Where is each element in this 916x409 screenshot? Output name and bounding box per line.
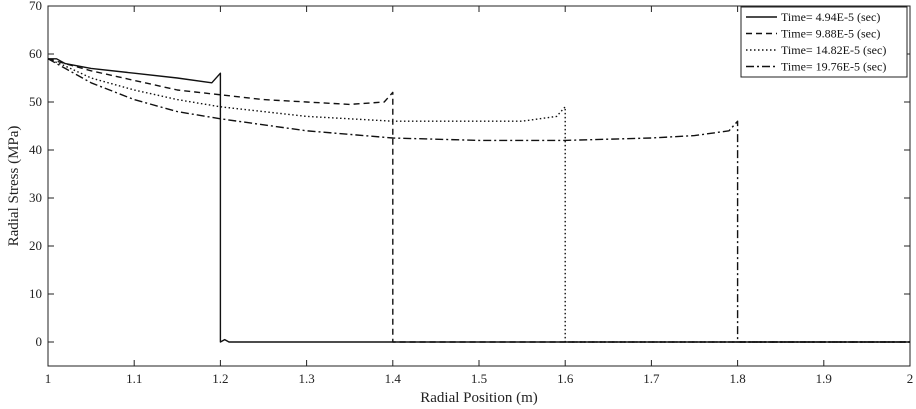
x-axis-title: Radial Position (m) [420,390,538,406]
y-tick-label: 60 [29,46,42,61]
y-axis-title: Radial Stress (MPa) [6,126,22,247]
y-tick-label: 50 [29,94,42,109]
legend-box [740,6,908,78]
legend-label: Time= 4.94E-5 (sec) [781,10,880,24]
x-tick-label: 1.4 [385,371,402,386]
x-tick-label: 1.5 [471,371,487,386]
legend: Time= 4.94E-5 (sec) Time= 9.88E-5 (sec) … [740,6,908,78]
x-tick-label: 2 [907,371,914,386]
y-tick-label: 10 [29,286,42,301]
legend-label: Time= 14.82E-5 (sec) [781,43,886,57]
y-tick-label: 70 [29,0,42,13]
series-line-1 [48,58,910,343]
x-tick-label: 1.1 [126,371,142,386]
x-tick-label: 1.6 [557,371,574,386]
series-line-2 [47,58,910,343]
x-tick-label: 1.2 [212,371,228,386]
y-tick-label: 0 [36,334,43,349]
y-tick-label: 40 [29,142,42,157]
y-tick-label: 30 [29,190,42,205]
x-tick-label: 1.8 [729,371,745,386]
legend-label: Time= 19.76E-5 (sec) [781,60,886,74]
y-axis: 0 10 20 30 40 50 60 70 [29,0,910,349]
series-layer [47,58,910,343]
x-tick-label: 1 [45,371,52,386]
x-tick-label: 1.9 [816,371,832,386]
x-tick-label: 1.3 [298,371,314,386]
x-tick-label: 1.7 [643,371,660,386]
series-line-3 [47,58,910,343]
x-axis: 1 1.1 1.2 1.3 1.4 1.5 1.6 1.7 1.8 1.9 2 [45,6,914,386]
series-line-4 [47,58,910,343]
y-tick-label: 20 [29,238,42,253]
legend-label: Time= 9.88E-5 (sec) [781,27,880,41]
